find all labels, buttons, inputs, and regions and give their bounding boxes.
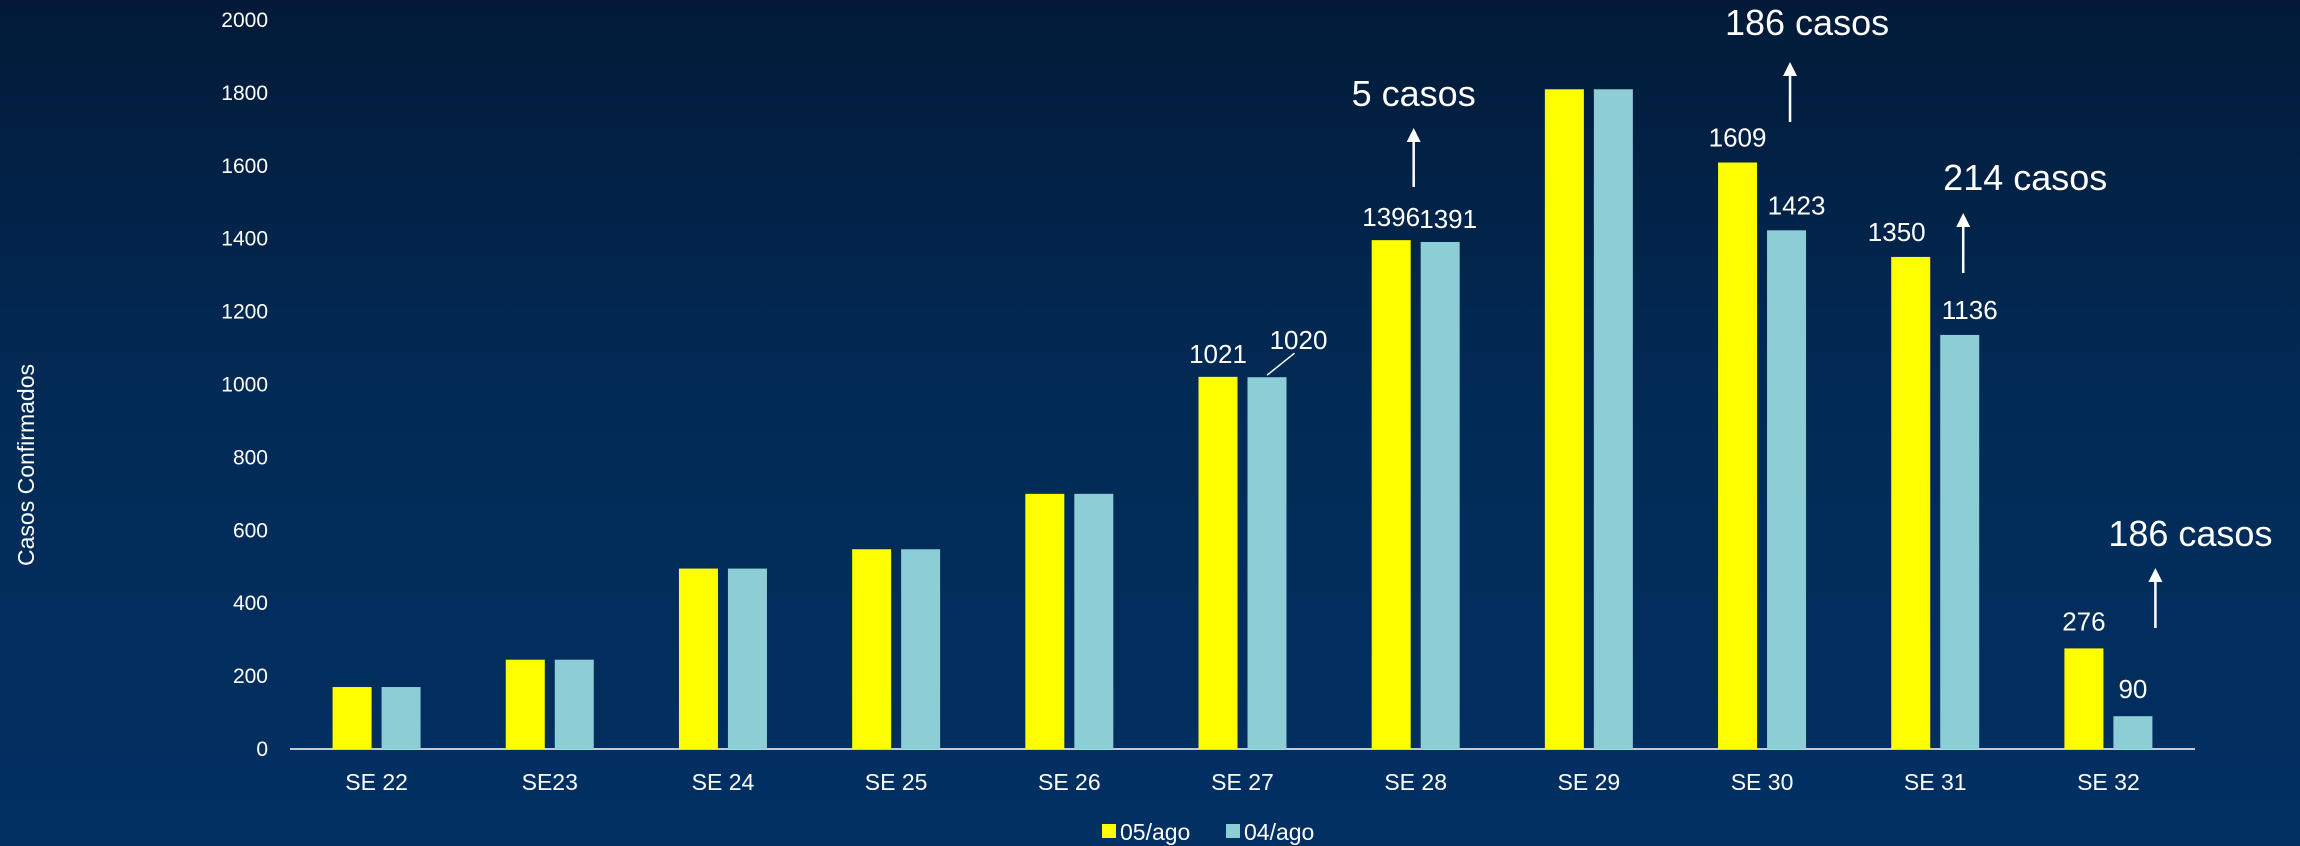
y-tick-label: 800 [233,446,268,469]
data-label: 90 [2118,674,2147,704]
bar-series2 [1594,89,1633,749]
data-label-leader-line [1267,353,1295,375]
x-tick-label: SE 28 [1384,769,1447,795]
data-label: 276 [2062,606,2105,636]
annotation-arrow-head [2148,568,2162,582]
bar-series1 [852,549,891,749]
data-label: 1136 [1942,295,1998,325]
annotation-arrow-head [1956,213,1970,227]
data-label: 1391 [1419,204,1477,234]
bar-series2 [1767,230,1806,749]
bar-series1 [1025,494,1064,749]
x-tick-label: SE 24 [692,769,755,795]
bar-series2 [382,687,421,749]
annotation-text: 5 casos [1352,73,1476,114]
y-tick-label: 1400 [221,228,268,251]
x-tick-label: SE 26 [1038,769,1101,795]
data-label: 1021 [1189,339,1247,369]
bar-series2 [1421,242,1460,749]
y-tick-label: 1000 [221,374,268,397]
bar-series1 [506,660,545,749]
bar-series2 [1940,335,1979,749]
data-labels: 1021 1396 1609 1350 276 1020 1391 1423 1136 90 [1189,123,2147,705]
y-tick-label: 400 [233,592,268,615]
annotation-text: 186 casos [1725,2,1889,43]
y-tick-label: 1600 [221,155,268,178]
bar-series1 [1718,163,1757,749]
data-label: 1609 [1709,123,1767,153]
x-tick-label: SE 22 [345,769,408,795]
bar-series1 [1372,240,1411,749]
bar-series1 [333,687,372,749]
bar-series1 [679,569,718,749]
y-axis-label: Casos Confirmados [13,364,39,566]
annotations: 5 casos 186 casos 214 casos 186 casos [1352,2,2273,628]
data-label: 1423 [1768,190,1826,220]
annotation-text: 186 casos [2108,513,2272,554]
x-tick-label: SE23 [522,769,578,795]
bar-series1 [1199,377,1238,749]
legend: 05/ago 04/ago [1102,819,1314,845]
bar-series1 [2064,648,2103,749]
x-tick-label: SE 31 [1904,769,1967,795]
bar-series1 [1545,89,1584,749]
bar-series2 [901,549,940,749]
legend-swatch [1102,824,1116,838]
y-tick-label: 600 [233,519,268,542]
x-tick-label: SE 30 [1731,769,1794,795]
y-tick-label: 1200 [221,301,268,324]
y-tick-label: 200 [233,665,268,688]
bar-series2 [555,660,594,749]
data-label: 1020 [1270,325,1328,355]
bar-series1 [1891,257,1930,749]
x-tick-label: SE 29 [1558,769,1621,795]
y-tick-label: 0 [256,738,268,761]
legend-label: 04/ago [1244,819,1314,845]
bar-series2 [1074,494,1113,749]
y-axis-ticks: 0 200 400 600 800 1000 1200 1400 1600 1800 2000 [221,9,268,761]
bar-series2 [1248,377,1287,749]
x-tick-label: SE 32 [2077,769,2140,795]
data-label: 1350 [1868,217,1926,247]
x-axis-ticks: SE 22 SE23 SE 24 SE 25 SE 26 SE 27 SE 28 SE 29 S… [345,769,2139,795]
annotation-text: 214 casos [1943,157,2107,198]
y-tick-label: 1800 [221,82,268,105]
annotation-arrow-head [1783,62,1797,76]
data-label: 1396 [1362,202,1420,232]
annotation-arrow-head [1407,128,1421,142]
legend-swatch [1226,824,1240,838]
y-tick-label: 2000 [221,9,268,32]
bar-series2 [2113,716,2152,749]
legend-label: 05/ago [1120,819,1190,845]
x-tick-label: SE 25 [865,769,928,795]
bars [333,89,2153,749]
x-tick-label: SE 27 [1211,769,1274,795]
bar-series2 [728,569,767,749]
